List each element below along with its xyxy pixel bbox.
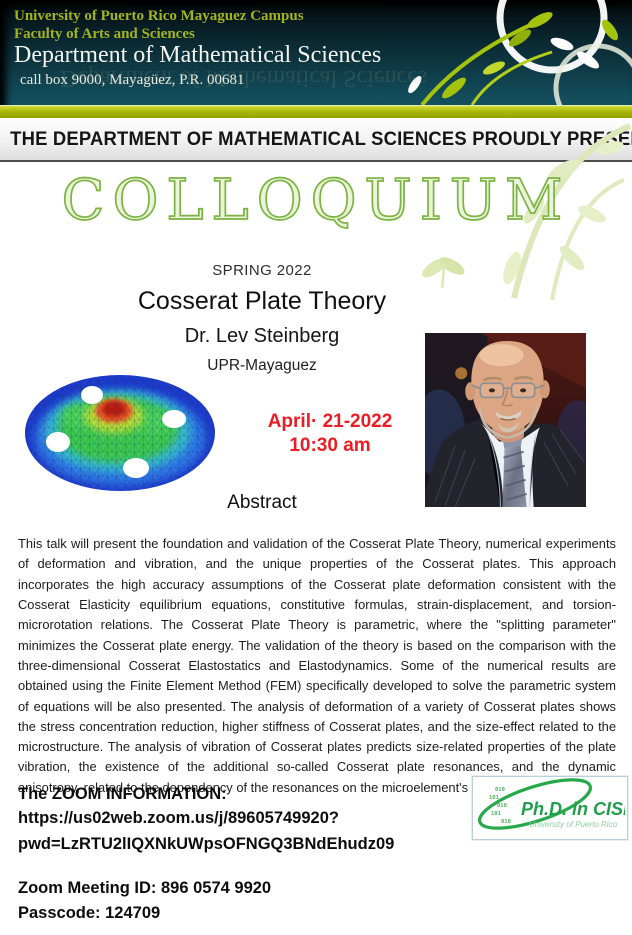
faculty-name: Faculty of Arts and Sciences	[14, 26, 195, 42]
zoom-passcode: Passcode: 124709	[18, 904, 161, 922]
department-name: Department of Mathematical Sciences	[14, 42, 382, 68]
cise-logo-subtitle: University of Puerto Rico	[529, 820, 618, 829]
date-time-block: April· 21-2022 10:30 am	[240, 410, 420, 459]
event-date: April· 21-2022	[267, 411, 393, 432]
header-banner: Department of Mathematical Sciences Univ…	[0, 0, 632, 105]
abstract-heading: Abstract	[227, 492, 297, 513]
speaker-affiliation: UPR-Mayaguez	[207, 357, 317, 374]
department-address: call box 9000, Mayagüez, P.R. 00681	[20, 72, 245, 88]
binary-digits: 010	[495, 787, 505, 793]
talk-title: Cosserat Plate Theory	[137, 287, 387, 315]
speaker-name: Dr. Lev Steinberg	[184, 325, 340, 347]
fem-plate-simulation-image	[25, 375, 215, 491]
zoom-info-heading: The ZOOM INFORMATION:	[18, 785, 227, 803]
phd-cise-logo-graphic: 010 101 010 101 010 Ph.D. in CISE Univer…	[477, 778, 632, 830]
event-term: SPRING 2022	[212, 262, 312, 279]
abstract-body: This talk will present the foundation an…	[18, 536, 616, 795]
zoom-link-line1[interactable]: https://us02web.zoom.us/j/89605749920?	[18, 809, 339, 827]
presents-text: THE DEPARTMENT OF MATHEMATICAL SCIENCES …	[10, 129, 632, 150]
speaker-photo	[425, 333, 586, 507]
university-name: University of Puerto Rico Mayaguez Campu…	[14, 8, 304, 24]
binary-digits: 010	[501, 819, 511, 825]
event-time: 10:30 am	[289, 435, 371, 457]
binary-digits: 010	[497, 803, 507, 809]
zoom-meeting-id: Zoom Meeting ID: 896 0574 9920	[18, 879, 272, 897]
banner-vine-decoration	[408, 0, 632, 105]
presents-strip: THE DEPARTMENT OF MATHEMATICAL SCIENCES …	[0, 118, 632, 162]
zoom-link-line2[interactable]: pwd=LzRTU2lIQXNkUWpsOFNGQ3BNdEhudz09	[18, 835, 395, 853]
binary-digits: 101	[491, 811, 502, 817]
phd-cise-logo: 010 101 010 101 010 Ph.D. in CISE Univer…	[472, 776, 632, 840]
binary-digits: 101	[489, 795, 500, 801]
olive-divider-bar	[0, 105, 632, 118]
event-title: COLLOQUIUM	[61, 167, 571, 234]
cise-logo-title: Ph.D. in CISE	[521, 799, 625, 819]
